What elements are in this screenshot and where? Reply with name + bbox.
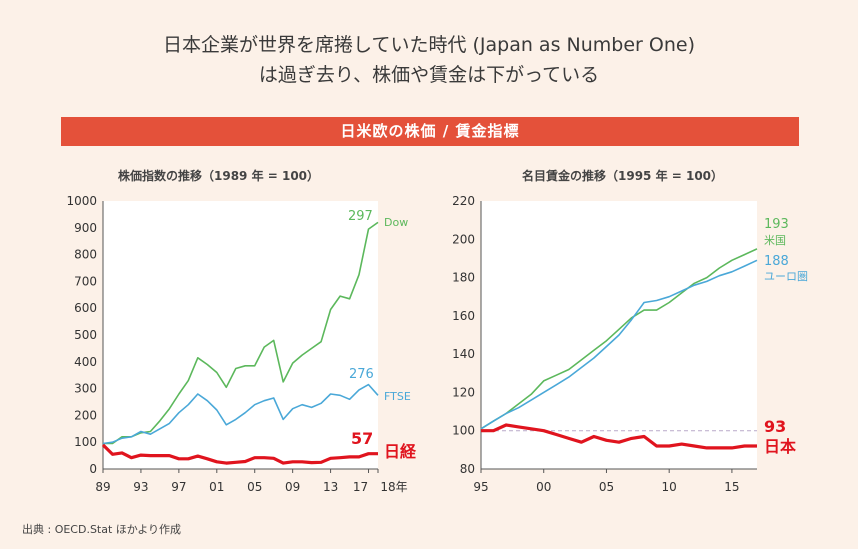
x-tick-label: 01 (209, 480, 224, 494)
series-name-label-us: 米国 (764, 234, 786, 247)
x-tick-label: 95 (473, 480, 488, 494)
series-name-label-dow: Dow (384, 216, 408, 229)
plot-area (103, 201, 378, 469)
end-value-label-nikkei: 57 (351, 429, 373, 448)
x-tick-label: 17 (353, 480, 368, 494)
source-note: 出典 : OECD.Stat ほかより作成 (22, 523, 182, 536)
y-tick-label: 180 (452, 271, 475, 285)
series-name-label-nikkei: 日経 (384, 442, 417, 461)
y-tick-label: 100 (452, 424, 475, 438)
series-name-label-ftse: FTSE (384, 390, 411, 403)
end-value-label-ftse: 276 (349, 367, 374, 382)
x-tick-label: 09 (285, 480, 300, 494)
wage-chart-title: 名目賃金の推移（1995 年 = 100） (522, 169, 724, 183)
x-tick-label: 15 (724, 480, 739, 494)
x-tick-label: 18年 (380, 480, 407, 494)
y-tick-label: 400 (74, 355, 97, 369)
y-tick-label: 140 (452, 347, 475, 361)
x-tick-label: 13 (323, 480, 338, 494)
y-tick-label: 80 (460, 462, 475, 476)
y-tick-label: 300 (74, 382, 97, 396)
y-tick-label: 200 (74, 408, 97, 422)
series-line-japan (481, 423, 757, 450)
series-line-nikkei (101, 443, 378, 465)
end-value-label-japan: 93 (764, 417, 786, 436)
y-tick-label: 120 (452, 385, 475, 399)
y-tick-label: 220 (452, 194, 475, 208)
y-tick-label: 100 (74, 435, 97, 449)
series-line-ftse (102, 383, 379, 445)
x-tick-label: 97 (171, 480, 186, 494)
end-value-label-euro: 188 (764, 254, 789, 269)
y-tick-label: 800 (74, 248, 97, 262)
y-tick-label: 160 (452, 309, 475, 323)
x-tick-label: 00 (536, 480, 551, 494)
y-tick-label: 700 (74, 274, 97, 288)
headline: 日本企業が世界を席捲していた時代 (Japan as Number One) は… (0, 30, 858, 90)
section-banner: 日米欧の株価 / 賃金指標 (61, 117, 799, 146)
x-tick-label: 93 (133, 480, 148, 494)
headline-line-2: は過ぎ去り、株価や賃金は下がっている (258, 64, 600, 86)
headline-line-1: 日本企業が世界を席捲していた時代 (Japan as Number One) (163, 34, 695, 56)
series-name-label-japan: 日本 (764, 437, 796, 456)
x-tick-label: 05 (247, 480, 262, 494)
y-tick-label: 600 (74, 301, 97, 315)
series-line-dow (103, 221, 379, 445)
y-tick-label: 900 (74, 221, 97, 235)
x-tick-label: 10 (662, 480, 677, 494)
x-tick-label: 05 (599, 480, 614, 494)
series-name-label-euro: ユーロ圏 (764, 270, 808, 283)
end-value-label-dow: 297 (348, 209, 373, 224)
y-tick-label: 200 (452, 232, 475, 246)
end-value-label-us: 193 (764, 217, 789, 232)
y-tick-label: 1000 (66, 194, 97, 208)
y-tick-label: 0 (89, 462, 97, 476)
series-line-us (480, 248, 758, 430)
x-tick-label: 89 (95, 480, 110, 494)
series-line-euro (480, 259, 758, 430)
stock-chart-title: 株価指数の推移（1989 年 = 100） (118, 169, 320, 183)
y-tick-label: 500 (74, 328, 97, 342)
